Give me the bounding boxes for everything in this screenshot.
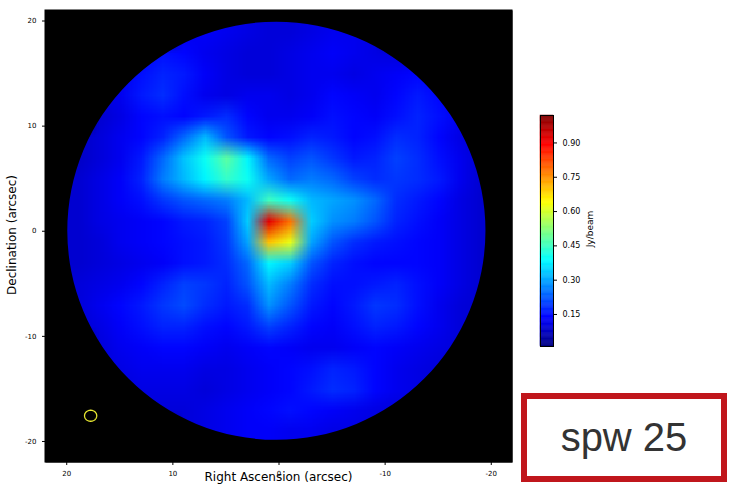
html-text:spw 25: spw 25 [560,415,688,459]
svg-text:-10: -10 [25,333,36,341]
html-text:Declination (arcsec): Declination (arcsec) [5,175,19,295]
svg-text:0.30: 0.30 [563,276,581,285]
svg-text:0.60: 0.60 [563,207,581,216]
svg-text:10: 10 [28,122,37,130]
svg-text:0.75: 0.75 [563,173,581,182]
svg-text:-20: -20 [25,438,36,446]
svg-text:20: 20 [28,17,37,25]
svg-text:10: 10 [168,470,177,478]
html-text:Right Ascension (arcsec): Right Ascension (arcsec) [204,470,353,484]
svg-text:-20: -20 [486,470,497,478]
svg-text:0.15: 0.15 [563,310,581,319]
svg-text:-10: -10 [379,470,390,478]
html-text:Jy/beam: Jy/beam [585,210,595,248]
svg-text:0: 0 [32,227,36,235]
svg-text:0.45: 0.45 [563,241,581,250]
svg-text:20: 20 [62,470,71,478]
svg-text:0.90: 0.90 [563,139,581,148]
